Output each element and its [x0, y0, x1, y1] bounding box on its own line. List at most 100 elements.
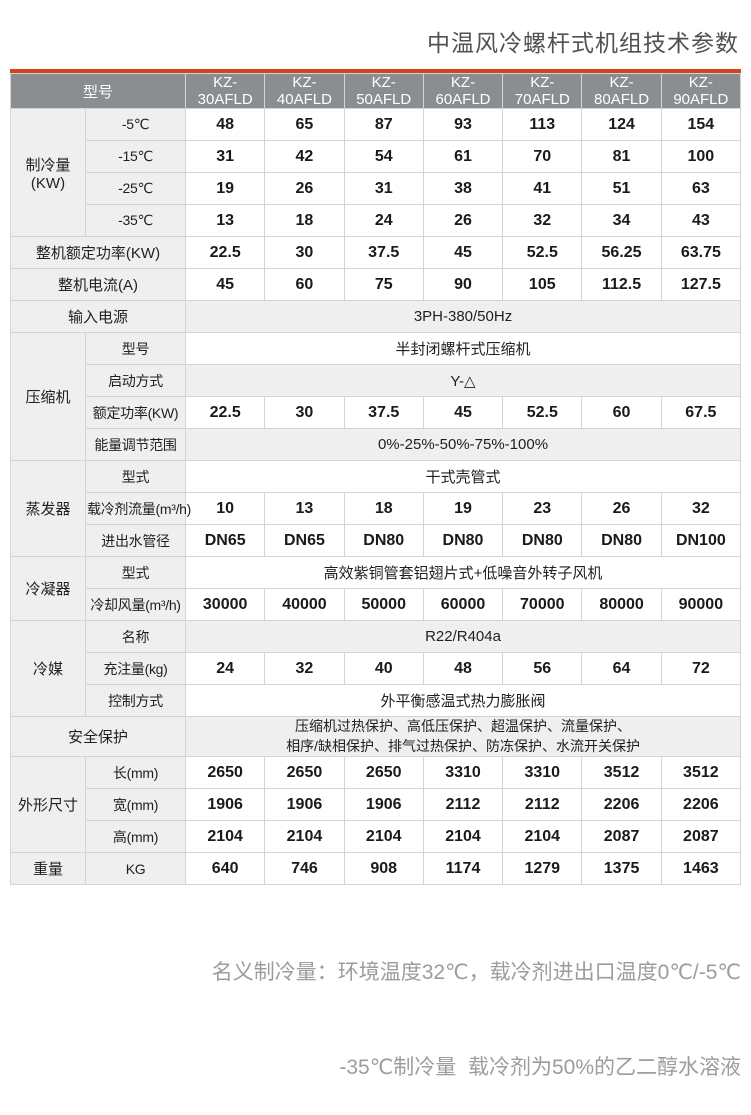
row-group-label: 制冷量(KW) — [10, 108, 86, 237]
table-row: -15℃ 31 42 54 61 70 81 100 — [11, 140, 742, 173]
data-cell: 2650 — [343, 756, 424, 790]
data-cell: 64 — [581, 652, 662, 685]
data-cell: 13 — [264, 492, 345, 525]
data-cell: 908 — [343, 852, 424, 886]
data-cell: 37.5 — [343, 236, 424, 269]
data-cell: 48 — [422, 652, 504, 685]
data-cell: 45 — [422, 396, 504, 429]
data-cell: 40000 — [264, 588, 345, 621]
row-label: -25℃ — [84, 172, 187, 205]
data-cell: 2650 — [264, 756, 345, 790]
table-row: 进出水管径 DN65 DN65 DN80 DN80 DN80 DN80 DN100 — [11, 524, 742, 557]
data-cell: 31 — [343, 172, 424, 205]
data-cell: 51 — [581, 172, 662, 205]
data-cell: 746 — [264, 852, 345, 886]
table-row: 充注量(kg) 24 32 40 48 56 64 72 — [11, 652, 742, 685]
table-row: 蒸发器 型式 干式壳管式 — [10, 460, 741, 557]
data-cell: 56 — [502, 652, 583, 685]
row-label: 型号 — [84, 332, 187, 365]
data-cell: 1174 — [422, 852, 504, 886]
data-cell: DN80 — [343, 524, 424, 557]
data-cell: 2087 — [660, 820, 742, 854]
data-cell: 56.25 — [581, 236, 662, 269]
row-label: 控制方式 — [84, 684, 187, 717]
data-cell: 50000 — [343, 588, 424, 621]
row-label: 载冷剂流量(m³/h) — [84, 492, 191, 525]
row-label: 长(mm) — [84, 756, 187, 790]
row-label: 能量调节范围 — [84, 428, 187, 461]
data-cell: 63.75 — [660, 236, 742, 269]
merged-value-cell: 3PH-380/50Hz — [185, 300, 741, 333]
merged-value-cell: 压缩机过热保护、高低压保护、超温保护、流量保护、 相序/缺相保护、排气过热保护、… — [185, 715, 741, 758]
data-cell: 26 — [581, 492, 662, 525]
data-cell: 2650 — [185, 756, 266, 790]
footnote-line-1: 名义制冷量：环境温度32℃，载冷剂进出口温度0℃/-5℃ — [211, 961, 741, 985]
data-cell: 32 — [502, 204, 583, 237]
table-row: 压缩机 型号 半封闭螺杆式压缩机 — [10, 332, 741, 461]
merged-value-cell: 外平衡感温式热力膨胀阀 — [185, 684, 741, 717]
data-cell: 2104 — [502, 820, 583, 854]
data-cell: 3512 — [581, 756, 662, 790]
data-cell: 45 — [185, 268, 266, 301]
data-cell: 63 — [660, 172, 742, 205]
data-cell: 124 — [581, 108, 662, 141]
data-cell: 1906 — [343, 788, 424, 822]
data-cell: 30 — [264, 396, 345, 429]
row-label: 型式 — [84, 460, 187, 493]
table-row: 能量调节范围 0%-25%-50%-75%-100% — [11, 428, 741, 461]
table-row: -35℃ 13 18 24 26 32 34 43 — [11, 204, 742, 237]
row-group-label: 外形尺寸 — [10, 756, 86, 854]
merged-value-cell: R22/R404a — [185, 620, 741, 653]
data-cell: 2104 — [185, 820, 266, 854]
data-cell: DN80 — [422, 524, 504, 557]
footnote: 名义制冷量：环境温度32℃，载冷剂进出口温度0℃/-5℃ -35℃制冷量 载冷剂… — [0, 894, 741, 1115]
data-cell: 23 — [502, 492, 583, 525]
data-cell: 34 — [581, 204, 662, 237]
data-cell: 26 — [422, 204, 504, 237]
data-cell: 41 — [502, 172, 583, 205]
data-cell: 93 — [422, 108, 504, 141]
data-cell: 48 — [185, 108, 266, 141]
data-cell: 2104 — [422, 820, 504, 854]
data-cell: 18 — [264, 204, 345, 237]
row-label: 进出水管径 — [84, 524, 187, 557]
table-row: 冷却风量(m³/h) 30000 40000 50000 60000 70000 80000… — [11, 588, 742, 621]
row-label: 额定功率(KW) — [84, 396, 187, 429]
row-label: -15℃ — [84, 140, 187, 173]
data-cell: 26 — [264, 172, 345, 205]
spec-table: 型号 KZ-30AFLD KZ-40AFLD KZ-50AFLD KZ-60AFLD KZ… — [9, 73, 742, 886]
table-row: 冷凝器 型式 高效紫铜管套铝翅片式+低噪音外转子风机 — [10, 556, 741, 621]
table-row: 启动方式 Y-△ — [11, 364, 741, 397]
column-header: KZ-40AFLD — [264, 73, 345, 109]
row-label: -5℃ — [84, 108, 187, 141]
row-group-label: 冷媒 — [10, 620, 86, 717]
data-cell: 43 — [660, 204, 742, 237]
table-row: 安全保护 压缩机过热保护、高低压保护、超温保护、流量保护、 相序/缺相保护、排气过… — [9, 715, 741, 758]
data-cell: 30 — [264, 236, 345, 269]
row-group-label: 蒸发器 — [10, 460, 86, 557]
data-cell: 18 — [343, 492, 424, 525]
column-header: KZ-50AFLD — [343, 73, 424, 109]
column-header: KZ-90AFLD — [660, 73, 742, 109]
data-cell: 24 — [343, 204, 424, 237]
data-cell: 52.5 — [502, 236, 583, 269]
data-cell: 1375 — [581, 852, 662, 886]
data-cell: 2104 — [264, 820, 345, 854]
data-cell: 2206 — [581, 788, 662, 822]
row-group-label: 压缩机 — [10, 332, 86, 461]
page-title: 中温风冷螺杆式机组技术参数 — [427, 30, 739, 56]
data-cell: 3512 — [660, 756, 742, 790]
column-header: KZ-30AFLD — [185, 73, 266, 109]
data-cell: DN65 — [185, 524, 266, 557]
row-label: 冷却风量(m³/h) — [84, 588, 187, 621]
row-group-label: 安全保护 — [9, 715, 187, 758]
data-cell: 61 — [422, 140, 504, 173]
data-cell: 3310 — [422, 756, 504, 790]
table-row: 输入电源 3PH-380/50Hz — [9, 300, 741, 333]
spec-table-body: 型号 KZ-30AFLD KZ-40AFLD KZ-50AFLD KZ-60AFLD KZ… — [9, 73, 742, 886]
data-cell: 81 — [581, 140, 662, 173]
data-cell: 113 — [502, 108, 583, 141]
data-cell: 40 — [343, 652, 424, 685]
table-row: 额定功率(KW) 22.5 30 37.5 45 52.5 60 67.5 — [11, 396, 742, 429]
data-cell: 37.5 — [343, 396, 424, 429]
